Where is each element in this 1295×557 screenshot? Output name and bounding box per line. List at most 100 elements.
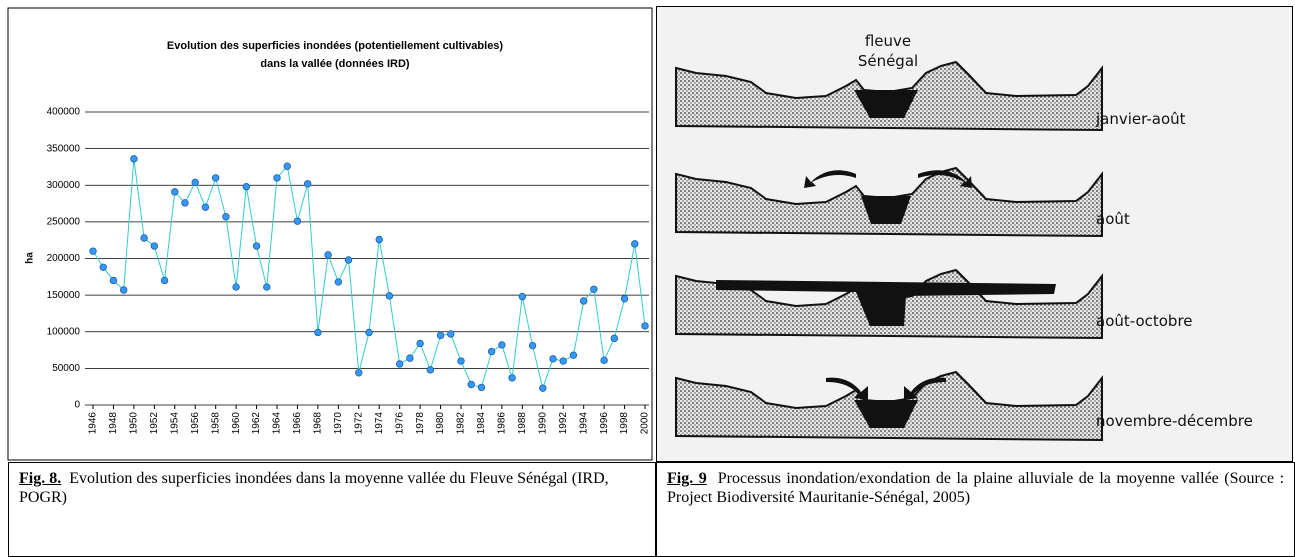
data-point [304, 180, 311, 187]
data-point [202, 204, 209, 211]
data-point [396, 361, 403, 368]
x-tick-label: 1966 [292, 412, 303, 435]
x-tick-label: 1950 [129, 412, 140, 435]
data-point [335, 279, 342, 286]
data-point [253, 243, 260, 250]
data-point [468, 381, 475, 388]
data-point [631, 241, 638, 248]
data-point [427, 367, 434, 374]
y-tick-label: 100000 [47, 326, 81, 337]
data-point [407, 355, 414, 362]
data-point [345, 257, 352, 264]
data-point [570, 352, 577, 359]
data-point [284, 163, 291, 170]
x-tick-label: 1956 [190, 412, 201, 435]
data-point [437, 332, 444, 339]
data-point [499, 342, 506, 349]
data-point [458, 358, 465, 365]
data-point [355, 369, 362, 376]
y-tick-label: 50000 [52, 363, 80, 374]
data-point [560, 358, 567, 365]
data-point [182, 200, 189, 207]
data-point [509, 375, 516, 382]
data-point [223, 213, 230, 220]
x-tick-label: 1974 [374, 412, 385, 435]
x-tick-label: 1988 [517, 412, 528, 435]
caption-text: Evolution des superficies inondées dans … [19, 470, 609, 506]
caption-label: Fig. 9 [667, 470, 707, 487]
stage-label: août-octobre [1096, 312, 1193, 330]
x-tick-label: 1978 [415, 412, 426, 435]
data-point [325, 252, 332, 259]
data-point [376, 236, 383, 243]
data-point [161, 277, 168, 284]
y-tick-label: 350000 [47, 143, 81, 154]
page: Evolution des superficies inondées (pote… [0, 0, 1295, 557]
x-tick-label: 2000 [640, 412, 651, 435]
data-point [519, 293, 526, 300]
data-point [478, 384, 485, 391]
x-tick-label: 1970 [333, 412, 344, 435]
data-point [263, 284, 270, 291]
chart-title: dans la vallée (données IRD) [260, 58, 409, 70]
data-point [233, 284, 240, 291]
y-tick-label: 250000 [47, 217, 81, 228]
data-point [366, 329, 373, 336]
x-tick-label: 1972 [353, 412, 364, 435]
x-tick-label: 1954 [169, 412, 180, 435]
river-label: Sénégal [858, 52, 918, 70]
x-tick-label: 1964 [272, 412, 283, 435]
data-point [417, 340, 424, 347]
x-tick-label: 1968 [313, 412, 324, 435]
x-tick-label: 1996 [599, 412, 610, 435]
x-tick-label: 1982 [456, 412, 467, 435]
data-point [580, 298, 587, 305]
x-tick-label: 1976 [394, 412, 405, 435]
data-point [601, 357, 608, 364]
x-tick-label: 1962 [251, 412, 262, 435]
x-tick-label: 1990 [537, 412, 548, 435]
data-point [591, 286, 598, 293]
x-tick-label: 1960 [231, 412, 242, 435]
data-point [447, 331, 454, 338]
x-tick-label: 1952 [149, 412, 160, 435]
data-point [141, 235, 148, 242]
data-point [488, 348, 495, 355]
fig8-chart: Evolution des superficies inondées (pote… [0, 0, 656, 466]
data-point [294, 218, 301, 225]
caption-label: Fig. 8. [19, 470, 61, 487]
x-tick-label: 1984 [476, 412, 487, 435]
data-point [90, 248, 97, 255]
y-tick-label: 150000 [47, 290, 81, 301]
stage-label: août [1096, 210, 1130, 228]
data-point [131, 156, 138, 163]
stage-label: janvier-août [1095, 110, 1186, 128]
data-point [621, 295, 628, 302]
data-point [550, 356, 557, 363]
fig8-caption: Fig. 8. Evolution des superficies inondé… [8, 462, 656, 557]
data-point [386, 293, 393, 300]
data-point [110, 277, 117, 284]
data-point [642, 323, 649, 330]
fig9-diagram: fleuve Sénégal janvier-août août août-oc… [656, 6, 1293, 462]
x-tick-label: 1948 [108, 412, 119, 435]
y-axis-label: ha [25, 252, 36, 264]
y-tick-label: 0 [74, 400, 80, 411]
x-tick-label: 1992 [558, 412, 569, 435]
caption-text: Processus inondation/exondation de la pl… [667, 470, 1284, 506]
x-tick-label: 1986 [497, 412, 508, 435]
x-tick-label: 1946 [88, 412, 99, 435]
chart-title: Evolution des superficies inondées (pote… [167, 40, 504, 52]
y-tick-label: 400000 [47, 107, 81, 118]
x-tick-label: 1998 [619, 412, 630, 435]
chart-frame [8, 8, 652, 460]
data-point [212, 175, 219, 182]
data-point [192, 179, 199, 186]
data-point [120, 287, 127, 294]
x-tick-label: 1980 [435, 412, 446, 435]
data-point [315, 329, 322, 336]
x-tick-label: 1958 [210, 412, 221, 435]
fig9-caption: Fig. 9 Processus inondation/exondation d… [656, 462, 1295, 557]
data-point [274, 175, 281, 182]
data-point [611, 335, 618, 342]
